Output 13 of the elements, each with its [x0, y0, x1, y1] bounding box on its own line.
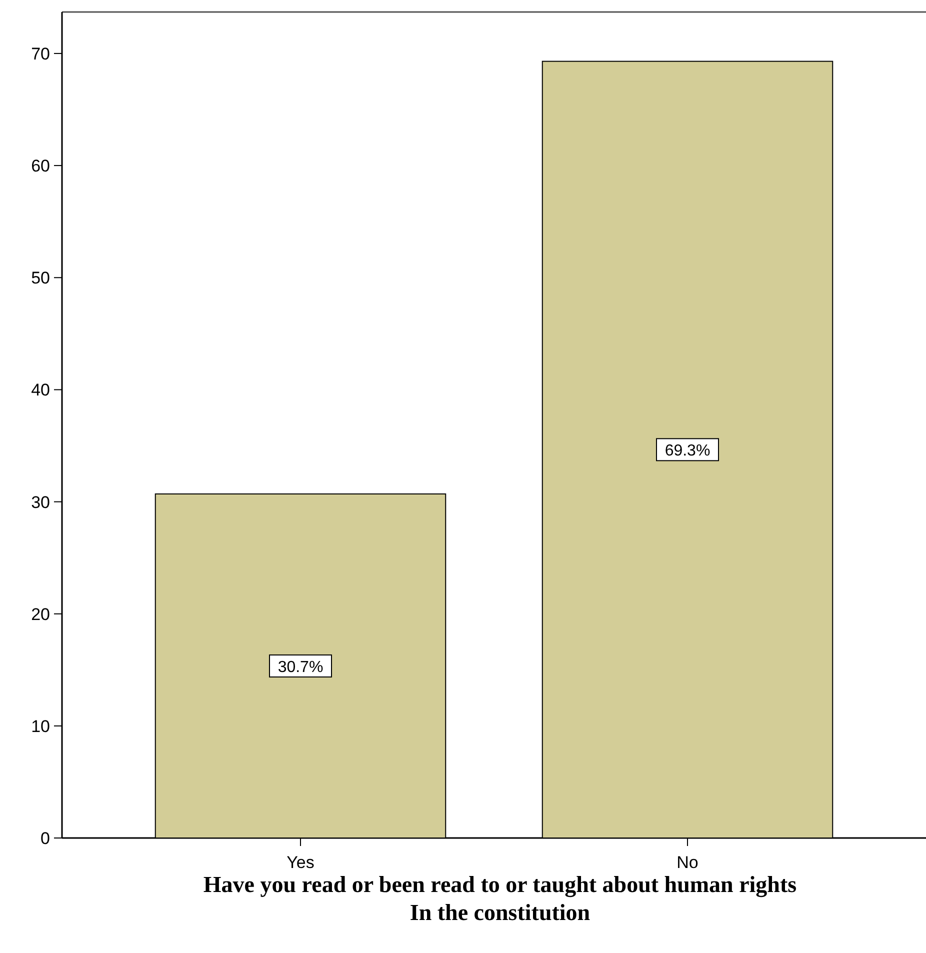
- x-tick-label: Yes: [286, 853, 314, 872]
- x-tick-label: No: [676, 853, 698, 872]
- data-label: 30.7%: [278, 658, 324, 676]
- y-tick-label: 40: [31, 380, 50, 400]
- y-tick-label: 60: [31, 156, 50, 176]
- y-tick-label: 20: [31, 604, 50, 624]
- y-tick-label: 50: [31, 268, 50, 288]
- y-tick-label: 0: [40, 829, 50, 848]
- y-tick-label: 30: [31, 492, 50, 512]
- y-tick-label: 70: [31, 44, 50, 64]
- data-label: 69.3%: [664, 442, 710, 460]
- x-axis-title: Have you read or been read to or taught about human rights In the constitution: [203, 872, 797, 925]
- y-tick-label: 10: [31, 716, 50, 736]
